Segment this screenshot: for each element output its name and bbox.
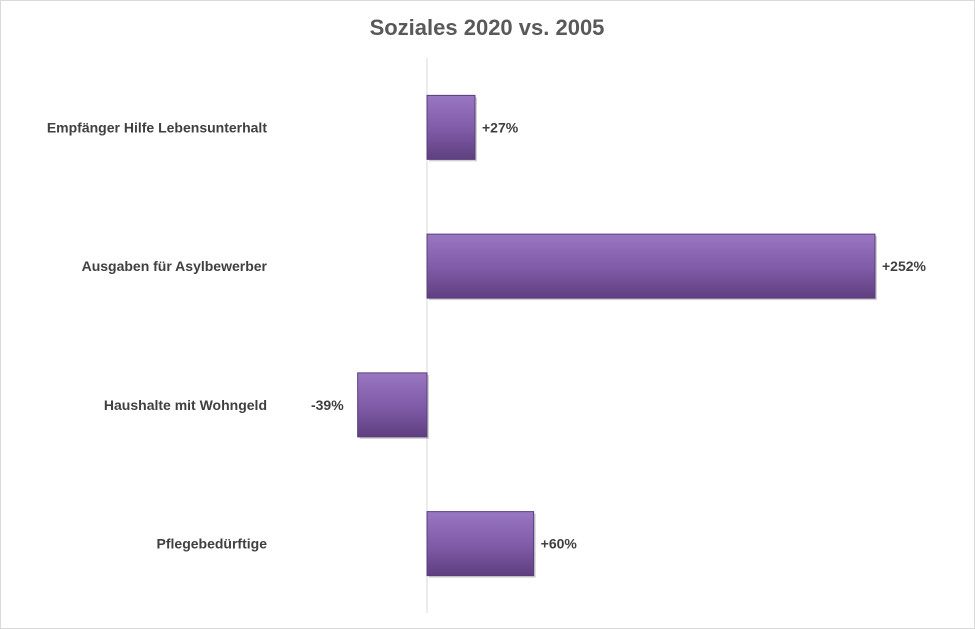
data-label: +27%	[482, 119, 519, 135]
category-label: Haushalte mit Wohngeld	[104, 397, 267, 413]
category-label: Empfänger Hilfe Lebensunterhalt	[47, 119, 267, 135]
data-label: -39%	[311, 397, 344, 413]
data-label: +60%	[541, 536, 578, 552]
category-label: Pflegebedürftige	[157, 536, 268, 552]
bar	[357, 372, 428, 438]
category-label: Ausgaben für Asylbewerber	[82, 258, 268, 274]
chart-title: Soziales 2020 vs. 2005	[370, 15, 605, 40]
bars-layer: Empfänger Hilfe Lebensunterhalt +27% Ausga…	[47, 58, 927, 613]
bar	[426, 233, 876, 299]
bar	[426, 511, 535, 577]
data-label: +252%	[882, 258, 927, 274]
bar	[426, 94, 476, 160]
